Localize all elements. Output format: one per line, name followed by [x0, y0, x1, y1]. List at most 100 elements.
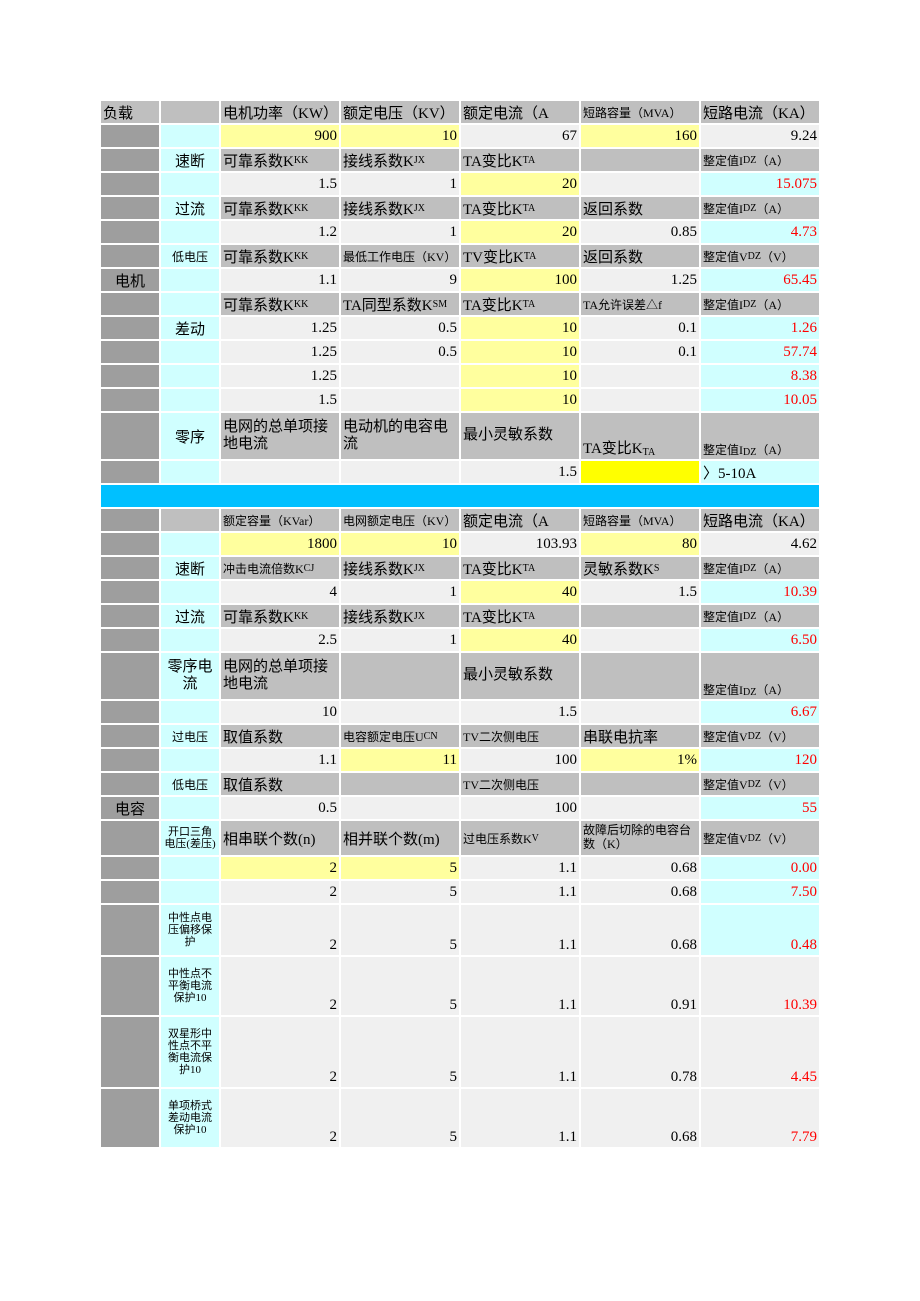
h-kta: TA变比KTA [460, 556, 580, 580]
blank [160, 880, 220, 904]
v-set: 6.50 [700, 628, 820, 652]
motor-col [100, 412, 160, 460]
blank [160, 580, 220, 604]
blank [160, 532, 220, 556]
blank [160, 628, 220, 652]
v-kjx: 1 [340, 172, 460, 196]
h-kjx: 接线系数KJX [340, 556, 460, 580]
zero-label: 零序电流 [160, 652, 220, 700]
motor-col [100, 292, 160, 316]
h-set: 整定值IDZ（A） [700, 556, 820, 580]
v1: 10 [220, 700, 340, 724]
motor-col [100, 124, 160, 148]
v: 40 [460, 580, 580, 604]
divider [100, 484, 820, 508]
cap-col [100, 880, 160, 904]
h-kcj: 冲击电流倍数KCJ [220, 556, 340, 580]
blank [580, 628, 700, 652]
v-tv: 100 [460, 268, 580, 292]
zero-label: 零序 [160, 412, 220, 460]
blank [160, 220, 220, 244]
h-volt: 电网额定电压（KV） [340, 508, 460, 532]
v: 10 [460, 388, 580, 412]
motor-col [100, 316, 160, 340]
v: 0.1 [580, 316, 700, 340]
motor-sc-cap: 160 [580, 124, 700, 148]
v: 1.25 [220, 340, 340, 364]
star-label: 双星形中性点不平衡电流保护10 [160, 1016, 220, 1088]
h1: 电网的总单项接地电流 [220, 412, 340, 460]
v: 2 [220, 880, 340, 904]
h-set: 整定值IDZ（A） [700, 652, 820, 700]
cap-col [100, 700, 160, 724]
v: 5 [340, 1016, 460, 1088]
v: 1.1 [460, 904, 580, 956]
blank [160, 172, 220, 196]
v-set: 65.45 [700, 268, 820, 292]
sudden-label: 速断 [160, 556, 220, 580]
v: 1 [340, 628, 460, 652]
v4 [580, 460, 700, 484]
blank [160, 292, 220, 316]
v3: 100 [460, 796, 580, 820]
h-set: 整定值IDZ（A） [700, 604, 820, 628]
motor-sc-cur: 9.24 [700, 124, 820, 148]
h-ksm: TA同型系数KSM [340, 292, 460, 316]
v: 5 [340, 880, 460, 904]
h-kta: TA变比KTA [460, 148, 580, 172]
h-m: 相并联个数(m) [340, 820, 460, 856]
v-set: 0.00 [700, 856, 820, 880]
h-kkk: 可靠系数KKK [220, 196, 340, 220]
v-kta: 20 [460, 220, 580, 244]
v: 1.1 [460, 956, 580, 1016]
motor-col [100, 340, 160, 364]
v3: 1.5 [460, 700, 580, 724]
cap-col [100, 1088, 160, 1148]
h-kjx: 接线系数KJX [340, 196, 460, 220]
motor-current: 67 [460, 124, 580, 148]
blank [580, 796, 700, 820]
v: 1.1 [460, 1016, 580, 1088]
cap-col [100, 724, 160, 748]
lv-label: 低电压 [160, 772, 220, 796]
v: 1.1 [460, 880, 580, 904]
motor-col [100, 172, 160, 196]
v [580, 388, 700, 412]
v: 5 [340, 904, 460, 956]
v-kjx: 1 [340, 220, 460, 244]
v-set: 0.48 [700, 904, 820, 956]
over-label: 过流 [160, 196, 220, 220]
blank [580, 148, 700, 172]
v-set: 15.075 [700, 172, 820, 196]
v-kkk: 1.1 [220, 268, 340, 292]
h-sc-cur: 短路电流（KA） [700, 508, 820, 532]
blank [340, 772, 460, 796]
v-sc-cap: 80 [580, 532, 700, 556]
v-set: 10.39 [700, 580, 820, 604]
v: 10 [460, 364, 580, 388]
h-sc-cap: 短路容量（MVA） [580, 508, 700, 532]
v: 1.25 [220, 316, 340, 340]
v-set: 55 [700, 796, 820, 820]
h4: TA变比KTA [580, 412, 700, 460]
h-kv: 过电压系数KV [460, 820, 580, 856]
blank [160, 388, 220, 412]
h-kkk: 可靠系数KKK [220, 244, 340, 268]
blank [580, 604, 700, 628]
v3: 100 [460, 748, 580, 772]
v: 0.68 [580, 856, 700, 880]
cap-col [100, 604, 160, 628]
v-set: 〉5-10A [700, 460, 820, 484]
tri-label: 开口三角电压(差压) [160, 820, 220, 856]
v: 0.1 [580, 340, 700, 364]
h-df: TA允许误差△f [580, 292, 700, 316]
h-tv: TV变比KTA [460, 244, 580, 268]
v-set: 120 [700, 748, 820, 772]
hdr-sc-cur: 短路电流（KA） [700, 100, 820, 124]
h-cur: 额定电流（A [460, 508, 580, 532]
v: 0.91 [580, 956, 700, 1016]
v: 0.68 [580, 904, 700, 956]
v [340, 388, 460, 412]
v: 1.1 [460, 856, 580, 880]
cap-col [100, 772, 160, 796]
